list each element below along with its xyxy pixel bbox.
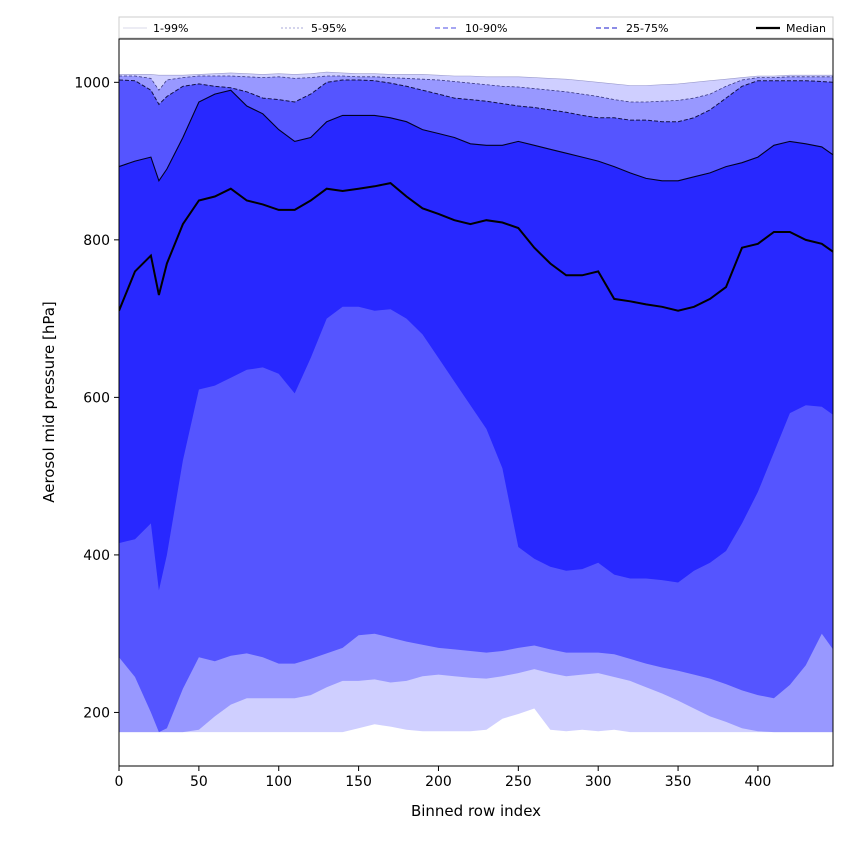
x-tick-label: 350 [665, 774, 692, 790]
x-tick-label: 50 [190, 774, 208, 790]
band-upper-edge [119, 89, 833, 183]
band-25-75 [119, 90, 833, 591]
band-upper-edge [119, 71, 833, 86]
x-axis-label: Binned row index [411, 802, 541, 820]
x-tick-label: 100 [265, 774, 292, 790]
legend-frame [118, 16, 834, 39]
x-tick-label: 0 [115, 774, 124, 790]
plot-frame [118, 38, 834, 767]
y-tick-label: 200 [83, 705, 110, 721]
y-tick-label: 400 [83, 548, 110, 564]
median-line [119, 182, 833, 312]
x-tick-label: 300 [585, 774, 612, 790]
percentile-bands [119, 72, 833, 733]
y-axis: 200 400 600 800 1000 [74, 75, 119, 721]
y-tick-label: 800 [83, 233, 110, 249]
legend: 1-99% 5-95% 10-90% 25-75% Median [118, 16, 834, 39]
x-axis: 0 50 100 150 200 250 300 350 400 [115, 766, 772, 790]
legend-label: 10-90% [465, 22, 507, 35]
y-tick-label: 600 [83, 390, 110, 406]
band-edge-lines [119, 71, 833, 183]
y-tick-label: 1000 [74, 75, 110, 91]
legend-label: 25-75% [626, 22, 668, 35]
x-tick-label: 400 [745, 774, 772, 790]
band-upper-edge [119, 79, 833, 123]
y-axis-label: Aerosol mid pressure [hPa] [40, 301, 58, 503]
legend-label: Median [786, 22, 826, 35]
x-tick-label: 150 [345, 774, 372, 790]
x-tick-label: 250 [505, 774, 532, 790]
legend-label: 1-99% [153, 22, 188, 35]
x-tick-label: 200 [425, 774, 452, 790]
band-upper-edge [119, 75, 833, 103]
legend-label: 5-95% [311, 22, 346, 35]
